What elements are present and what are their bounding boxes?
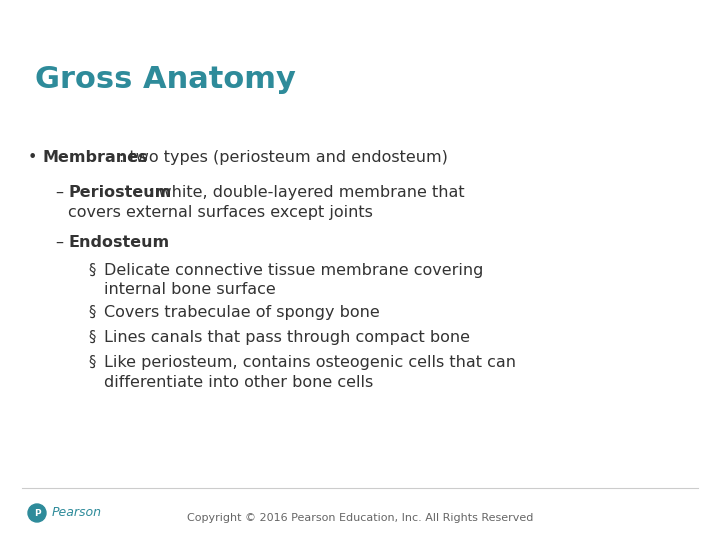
Text: –: – bbox=[55, 185, 63, 200]
Text: Endosteum: Endosteum bbox=[68, 235, 169, 250]
Text: Membranes: Membranes bbox=[42, 150, 148, 165]
Text: §: § bbox=[88, 330, 95, 345]
Text: Delicate connective tissue membrane covering: Delicate connective tissue membrane cove… bbox=[104, 263, 483, 278]
Text: –: – bbox=[55, 235, 63, 250]
Text: : white, double-layered membrane that: : white, double-layered membrane that bbox=[148, 185, 464, 200]
Text: Periosteum: Periosteum bbox=[68, 185, 171, 200]
Text: §: § bbox=[88, 263, 95, 278]
Text: differentiate into other bone cells: differentiate into other bone cells bbox=[104, 375, 373, 390]
Text: §: § bbox=[88, 355, 95, 370]
Text: Pearson: Pearson bbox=[52, 505, 102, 518]
Text: Like periosteum, contains osteogenic cells that can: Like periosteum, contains osteogenic cel… bbox=[104, 355, 516, 370]
Text: •: • bbox=[28, 150, 37, 165]
Text: : two types (periosteum and endosteum): : two types (periosteum and endosteum) bbox=[119, 150, 448, 165]
Text: Lines canals that pass through compact bone: Lines canals that pass through compact b… bbox=[104, 330, 470, 345]
Text: P: P bbox=[34, 509, 40, 517]
Circle shape bbox=[28, 504, 46, 522]
Text: covers external surfaces except joints: covers external surfaces except joints bbox=[68, 205, 373, 220]
Text: §: § bbox=[88, 305, 95, 320]
Text: Copyright © 2016 Pearson Education, Inc. All Rights Reserved: Copyright © 2016 Pearson Education, Inc.… bbox=[186, 513, 534, 523]
Text: Gross Anatomy: Gross Anatomy bbox=[35, 65, 296, 94]
Text: Covers trabeculae of spongy bone: Covers trabeculae of spongy bone bbox=[104, 305, 379, 320]
Text: internal bone surface: internal bone surface bbox=[104, 282, 276, 297]
